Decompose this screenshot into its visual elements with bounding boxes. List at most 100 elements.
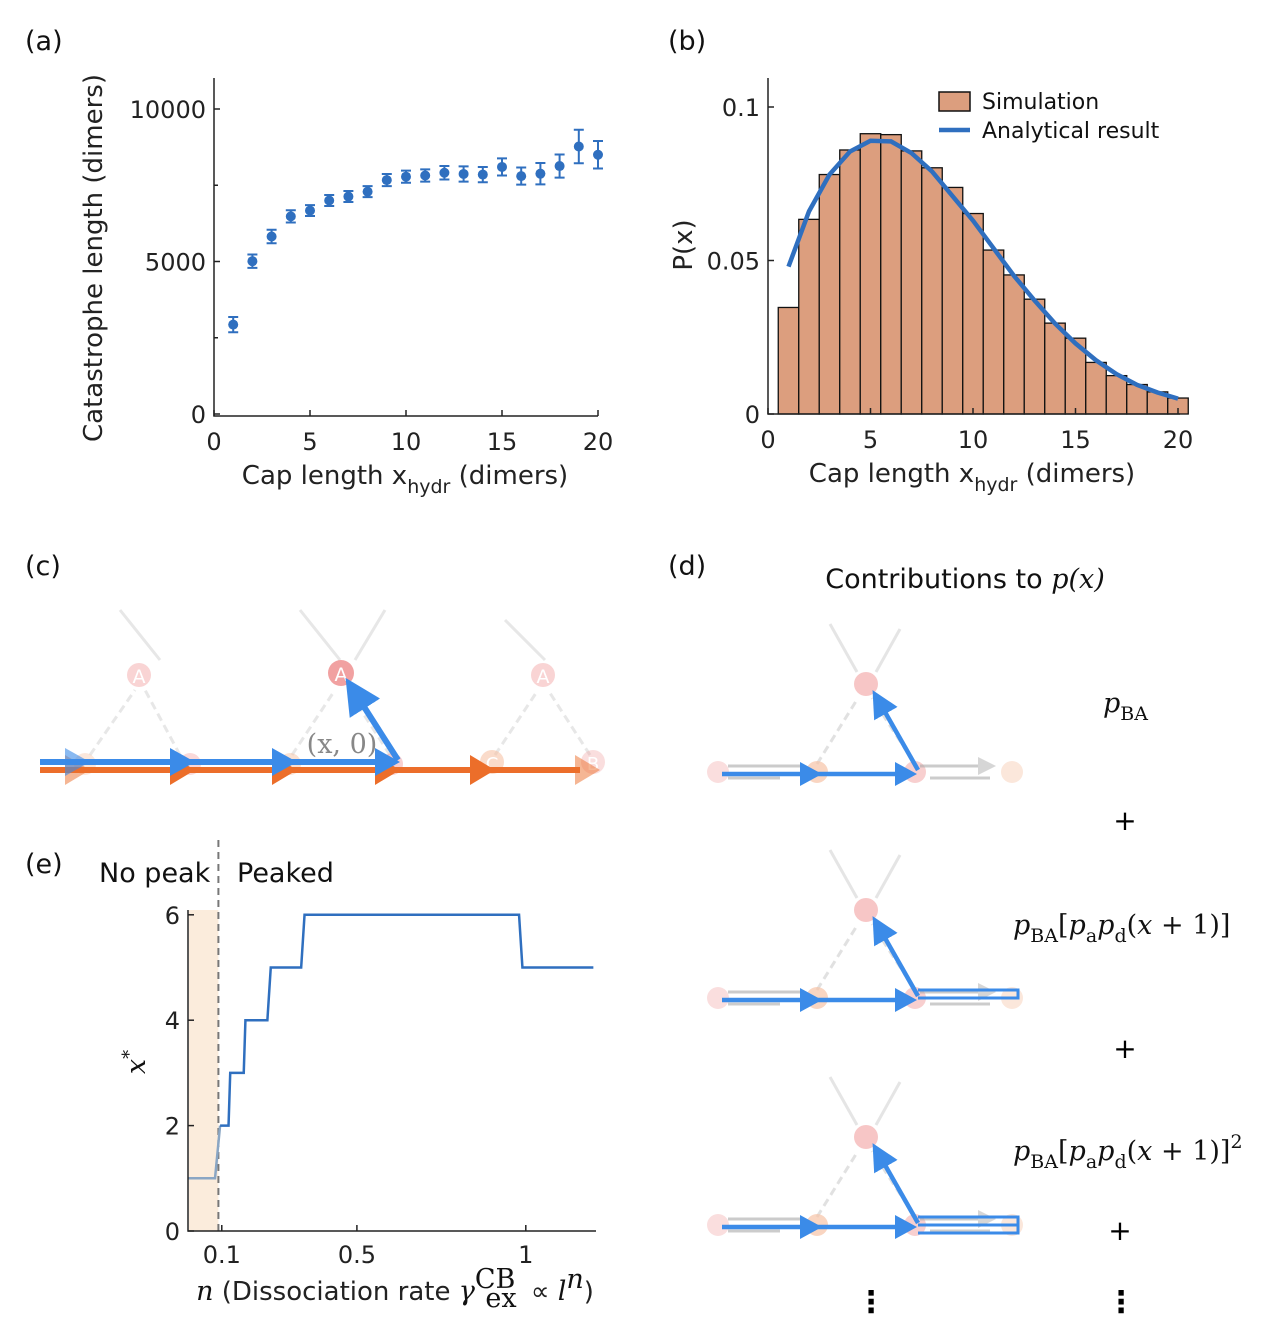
formula-part: BA <box>1030 1151 1058 1173</box>
plus-sign: + <box>1113 804 1136 837</box>
histogram-bar <box>1105 374 1128 415</box>
formula-part: BA <box>1030 925 1058 947</box>
panel-label-b: (b) <box>668 26 706 57</box>
no-peak-region <box>189 910 219 1231</box>
y-tick-label: 10000 <box>130 96 206 124</box>
node-a-1: A <box>127 663 151 688</box>
blue-arrow-to-a <box>872 916 920 998</box>
data-point <box>305 205 315 216</box>
y-tick-label: 5000 <box>145 249 206 277</box>
histogram-bar <box>777 306 800 415</box>
edge <box>828 1076 902 1126</box>
xstar-line <box>220 913 594 1127</box>
state-node <box>1001 761 1023 783</box>
histogram-bar <box>839 149 861 415</box>
node-a-2: A <box>328 660 354 686</box>
formula-part: [ <box>1058 1136 1069 1167</box>
data-point <box>458 168 469 179</box>
data-point <box>420 170 431 181</box>
legend-label-simulation: Simulation <box>982 90 1099 115</box>
plus-sign: + <box>1108 1214 1131 1247</box>
chart-e: No peak Peaked x* n (Dissociation rate γ… <box>99 840 596 1314</box>
edge <box>828 849 902 899</box>
blue-arrow-to-a <box>345 677 401 762</box>
formula-part: x <box>1137 1136 1152 1167</box>
data-point <box>228 319 239 330</box>
x-tick-label: 20 <box>1163 426 1194 454</box>
histogram-bar <box>921 167 943 415</box>
data-point <box>401 171 411 182</box>
histogram-bar <box>1044 322 1066 415</box>
blue-arrow-to-a <box>872 690 920 772</box>
axes-a <box>213 78 598 417</box>
region-label-peaked: Peaked <box>237 858 334 889</box>
formula-part: d <box>1114 925 1126 947</box>
panel-label-e: (e) <box>25 849 63 880</box>
data-point <box>324 195 335 206</box>
ylabel-b: P(x) <box>669 219 699 270</box>
x-tick-label: 15 <box>487 428 518 456</box>
state-node <box>707 987 729 1009</box>
analytical-curve <box>786 138 1179 401</box>
formula-3: pBA[papd(x + 1)]2 <box>1013 1131 1243 1173</box>
y-tick-label: 4 <box>165 1007 180 1035</box>
data-point <box>362 186 373 197</box>
histogram-bar <box>798 218 820 415</box>
formula-part: ( <box>1127 1136 1138 1167</box>
svg-text:A: A <box>133 666 146 688</box>
diagram-d-title: Contributions to p(x) <box>825 564 1105 595</box>
formula-part: p <box>1013 910 1030 941</box>
ellipsis: ⋮ <box>1106 1285 1136 1320</box>
formula-part: BA <box>1120 703 1148 725</box>
histogram-bar <box>982 249 1005 415</box>
formula-2: pBA[papd(x + 1)] <box>1013 910 1230 947</box>
legend-label-analytical: Analytical result <box>982 119 1160 144</box>
state-node <box>707 761 729 783</box>
x-tick-label: 0 <box>760 426 775 454</box>
svg-text:A: A <box>537 666 550 688</box>
data-point <box>516 171 527 182</box>
formula-part: p <box>1097 910 1114 941</box>
data-point <box>593 149 603 160</box>
formula-part: p <box>1069 1136 1086 1167</box>
histogram-bar <box>1023 298 1046 415</box>
xlabel-a: Cap length xhydr (dimers) <box>242 461 568 498</box>
y-tick-label: 2 <box>165 1113 180 1141</box>
contribution-diagram <box>707 849 1023 1012</box>
histogram-bar <box>1085 361 1107 415</box>
formula-part: p <box>1103 688 1120 719</box>
formula-part: p <box>1013 1136 1030 1167</box>
dashed-edge <box>815 1150 917 1218</box>
histogram-bar <box>859 133 882 415</box>
chart-a: Catastrophe length (dimers) Cap length x… <box>79 74 613 498</box>
histogram-bar <box>900 150 923 415</box>
formula-part: + 1)] <box>1152 1136 1230 1167</box>
blue-loop <box>918 988 1020 1000</box>
edge <box>828 623 902 673</box>
ylabel-e: x* <box>119 1050 152 1074</box>
blue-loop <box>918 1223 1020 1235</box>
region-label-nopeak: No peak <box>99 858 211 889</box>
panel-label-c: (c) <box>25 551 61 582</box>
formula-part: 2 <box>1230 1131 1242 1153</box>
formula-part: x <box>1137 910 1152 941</box>
blue-arrow-to-a <box>872 1143 920 1225</box>
y-tick-label: 0 <box>191 401 206 429</box>
histogram-bar <box>962 212 984 415</box>
data-point <box>439 167 450 178</box>
svg-text:A: A <box>335 664 348 686</box>
axes-e <box>187 910 596 1232</box>
x-tick-label: 0.5 <box>338 1241 376 1269</box>
formula-part: p <box>1097 1136 1114 1167</box>
contribution-diagram <box>707 1076 1023 1239</box>
x-tick-label: 1 <box>518 1241 533 1269</box>
contribution-diagram <box>707 623 1023 786</box>
formula-1: pBA <box>1103 688 1148 725</box>
dashed-edge <box>815 923 917 991</box>
data-point <box>497 161 507 172</box>
histogram-bar <box>880 133 902 415</box>
x-tick-label: 5 <box>302 428 317 456</box>
data-point <box>343 191 354 202</box>
